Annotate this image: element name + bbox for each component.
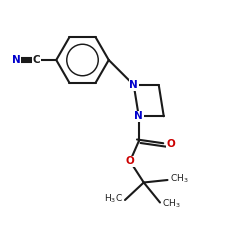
Text: N: N (130, 80, 138, 90)
Text: CH$_3$: CH$_3$ (170, 172, 188, 185)
Text: O: O (167, 139, 175, 149)
Text: N: N (12, 55, 20, 65)
Text: O: O (126, 156, 134, 166)
Text: H$_3$C: H$_3$C (104, 192, 122, 205)
Text: CH$_3$: CH$_3$ (162, 198, 181, 210)
Text: N: N (134, 111, 143, 121)
Text: C: C (32, 55, 40, 65)
